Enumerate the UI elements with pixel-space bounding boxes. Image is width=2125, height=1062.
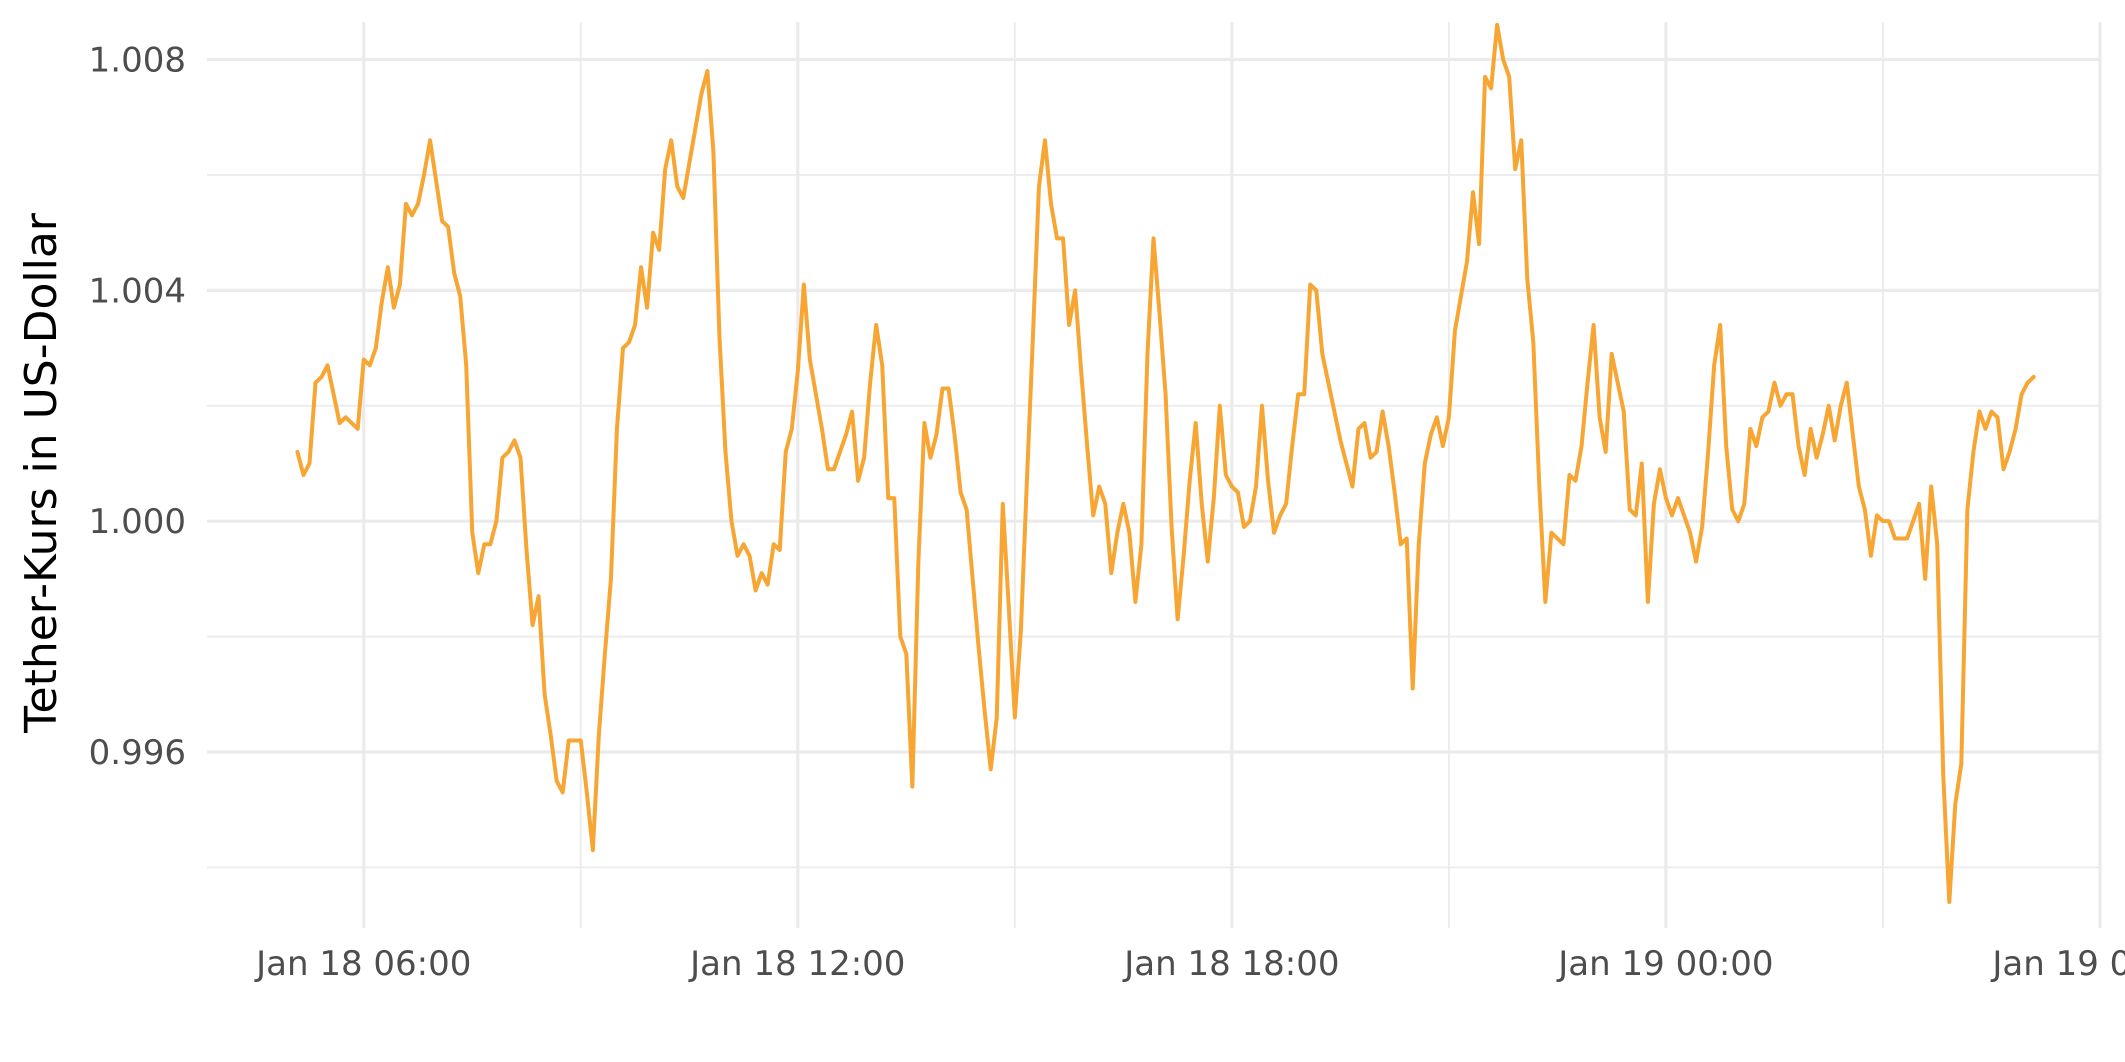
grid-lines: [207, 22, 2102, 928]
x-tick-label: Jan 18 18:00: [1122, 944, 1339, 984]
x-tick-label: Jan 19 06:00: [1990, 944, 2125, 984]
x-tick-label: Jan 18 06:00: [254, 944, 471, 984]
y-tick-label: 0.996: [89, 733, 186, 773]
y-tick-label: 1.000: [89, 502, 186, 542]
y-axis-title: Tether-Kurs in US-Dollar: [16, 212, 67, 734]
y-tick-label: 1.004: [89, 271, 186, 311]
series-line: [295, 22, 2036, 905]
x-tick-label: Jan 18 12:00: [688, 944, 905, 984]
x-tick-label: Jan 19 00:00: [1556, 944, 1773, 984]
x-axis-tick-labels: Jan 18 06:00 Jan 18 12:00 Jan 18 18:00 Jan …: [254, 944, 2125, 984]
y-axis-tick-labels: 0.996 1.000 1.004 1.008: [89, 41, 186, 773]
y-tick-label: 1.008: [89, 41, 186, 81]
series-layer: [295, 22, 2036, 905]
